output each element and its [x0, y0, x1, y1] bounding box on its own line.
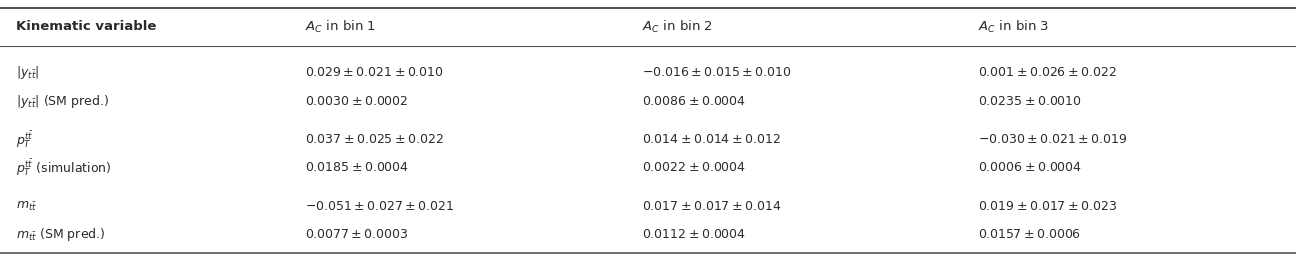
Text: $p_T^{t\bar{t}}$: $p_T^{t\bar{t}}$	[16, 129, 34, 150]
Text: $p_T^{t\bar{t}}$ (simulation): $p_T^{t\bar{t}}$ (simulation)	[16, 157, 111, 178]
Text: $-0.051 \pm 0.027 \pm 0.021$: $-0.051 \pm 0.027 \pm 0.021$	[305, 200, 454, 212]
Text: $-0.030 \pm 0.021 \pm 0.019$: $-0.030 \pm 0.021 \pm 0.019$	[978, 133, 1128, 146]
Text: $0.0077 \pm 0.0003$: $0.0077 \pm 0.0003$	[305, 228, 408, 241]
Text: $-0.016 \pm 0.015 \pm 0.010$: $-0.016 \pm 0.015 \pm 0.010$	[642, 67, 792, 79]
Text: Kinematic variable: Kinematic variable	[16, 20, 156, 33]
Text: $|y_{t\bar{t}}|$ (SM pred.): $|y_{t\bar{t}}|$ (SM pred.)	[16, 93, 109, 110]
Text: $0.014 \pm 0.014 \pm 0.012$: $0.014 \pm 0.014 \pm 0.012$	[642, 133, 780, 146]
Text: $0.0112 \pm 0.0004$: $0.0112 \pm 0.0004$	[642, 228, 745, 241]
Text: $A_C$ in bin 2: $A_C$ in bin 2	[642, 19, 713, 35]
Text: $0.029 \pm 0.021 \pm 0.010$: $0.029 \pm 0.021 \pm 0.010$	[305, 67, 443, 79]
Text: $|y_{t\bar{t}}|$: $|y_{t\bar{t}}|$	[16, 65, 39, 81]
Text: $0.001 \pm 0.026 \pm 0.022$: $0.001 \pm 0.026 \pm 0.022$	[978, 67, 1117, 79]
Text: $0.0030 \pm 0.0002$: $0.0030 \pm 0.0002$	[305, 95, 408, 108]
Text: $A_C$ in bin 3: $A_C$ in bin 3	[978, 19, 1050, 35]
Text: $0.019 \pm 0.017 \pm 0.023$: $0.019 \pm 0.017 \pm 0.023$	[978, 200, 1117, 212]
Text: $0.0006 \pm 0.0004$: $0.0006 \pm 0.0004$	[978, 161, 1082, 174]
Text: $0.0157 \pm 0.0006$: $0.0157 \pm 0.0006$	[978, 228, 1082, 241]
Text: $0.017 \pm 0.017 \pm 0.014$: $0.017 \pm 0.017 \pm 0.014$	[642, 200, 781, 212]
Text: $m_{t\bar{t}}$ (SM pred.): $m_{t\bar{t}}$ (SM pred.)	[16, 226, 105, 243]
Text: $A_C$ in bin 1: $A_C$ in bin 1	[305, 19, 376, 35]
Text: $0.037 \pm 0.025 \pm 0.022$: $0.037 \pm 0.025 \pm 0.022$	[305, 133, 443, 146]
Text: $0.0235 \pm 0.0010$: $0.0235 \pm 0.0010$	[978, 95, 1082, 108]
Text: $0.0086 \pm 0.0004$: $0.0086 \pm 0.0004$	[642, 95, 745, 108]
Text: $0.0022 \pm 0.0004$: $0.0022 \pm 0.0004$	[642, 161, 745, 174]
Text: $m_{t\bar{t}}$: $m_{t\bar{t}}$	[16, 199, 36, 213]
Text: $0.0185 \pm 0.0004$: $0.0185 \pm 0.0004$	[305, 161, 408, 174]
